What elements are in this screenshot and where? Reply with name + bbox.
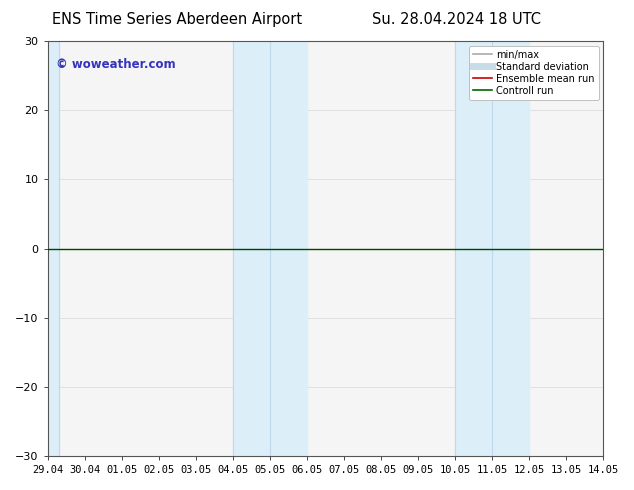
Bar — [233, 41, 307, 456]
Bar — [455, 41, 529, 456]
Text: Su. 28.04.2024 18 UTC: Su. 28.04.2024 18 UTC — [372, 12, 541, 27]
Bar — [48, 41, 58, 456]
Legend: min/max, Standard deviation, Ensemble mean run, Controll run: min/max, Standard deviation, Ensemble me… — [469, 46, 598, 99]
Text: ENS Time Series Aberdeen Airport: ENS Time Series Aberdeen Airport — [53, 12, 302, 27]
Text: © woweather.com: © woweather.com — [56, 58, 176, 71]
